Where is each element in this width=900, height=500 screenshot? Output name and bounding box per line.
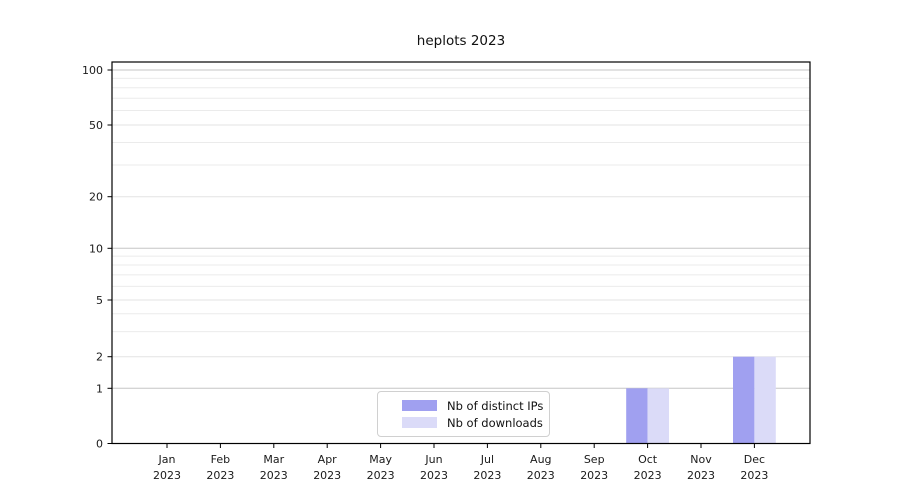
bar-dec-distinct-ips: [733, 356, 755, 444]
x-tick-label-month: Feb: [211, 453, 230, 466]
legend-label-distinct-ips: Nb of distinct IPs: [447, 398, 544, 413]
x-tick-label-month: Jul: [480, 453, 494, 466]
x-tick-label-year: 2023: [527, 469, 555, 482]
x-tick-label-year: 2023: [260, 469, 288, 482]
y-tick-label: 0: [96, 438, 103, 451]
x-tick-label-month: Sep: [584, 453, 605, 466]
x-tick-label-year: 2023: [206, 469, 234, 482]
x-tick-label-month: May: [369, 453, 392, 466]
bar-dec-downloads: [754, 356, 776, 444]
x-tick-label-month: Apr: [318, 453, 338, 466]
legend-item-downloads: Nb of downloads: [402, 415, 543, 430]
legend-item-distinct-ips: Nb of distinct IPs: [402, 398, 544, 413]
legend: Nb of distinct IPs Nb of downloads: [377, 391, 550, 437]
y-tick-label: 5: [96, 294, 103, 307]
bar-oct-distinct-ips: [626, 388, 648, 444]
y-tick-label: 50: [89, 119, 103, 132]
x-tick-label-month: Aug: [530, 453, 551, 466]
legend-label-downloads: Nb of downloads: [447, 415, 543, 430]
x-tick-label-month: Dec: [744, 453, 765, 466]
x-tick-label-month: Jan: [158, 453, 176, 466]
x-tick-label-month: Nov: [690, 453, 712, 466]
legend-swatch-distinct-ips: [402, 400, 437, 411]
x-tick-label-year: 2023: [420, 469, 448, 482]
bar-oct-downloads: [647, 388, 669, 444]
axes-frame: [111, 61, 811, 445]
x-tick-label-year: 2023: [580, 469, 608, 482]
y-tick-label: 10: [89, 242, 103, 255]
x-tick-label-year: 2023: [634, 469, 662, 482]
y-tick-label: 100: [82, 64, 103, 77]
legend-swatch-downloads: [402, 417, 437, 428]
x-tick-label-year: 2023: [313, 469, 341, 482]
x-tick-label-month: Mar: [263, 453, 284, 466]
y-tick-label: 2: [96, 351, 103, 364]
x-tick-label-year: 2023: [153, 469, 181, 482]
x-tick-label-month: Oct: [638, 453, 658, 466]
y-tick-label: 20: [89, 191, 103, 204]
x-tick-label-month: Jun: [424, 453, 442, 466]
x-tick-label-year: 2023: [740, 469, 768, 482]
chart-title: heplots 2023: [416, 33, 506, 49]
x-tick-label-year: 2023: [687, 469, 715, 482]
x-tick-label-year: 2023: [367, 469, 395, 482]
x-tick-label-year: 2023: [473, 469, 501, 482]
y-tick-label: 1: [96, 382, 103, 395]
